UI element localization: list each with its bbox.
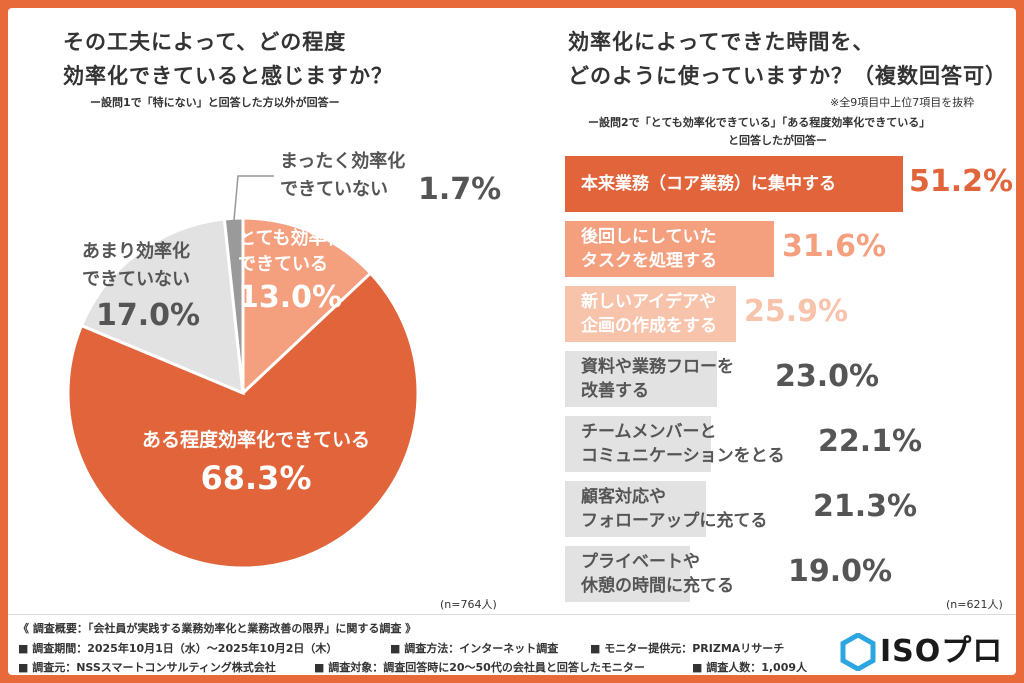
pie-value-none: 1.7% bbox=[418, 172, 502, 207]
bar-5 bbox=[565, 416, 711, 472]
pie-slice-some bbox=[66, 271, 420, 570]
bar-1 bbox=[565, 156, 903, 212]
pie-label-very-line1: とても効率化 bbox=[238, 228, 345, 249]
footer-target: ■ 調査対象：調査回答時に20〜50代の会社員と回答したモニター bbox=[314, 661, 645, 674]
bar-6 bbox=[565, 481, 706, 537]
pie-value-some: 68.3% bbox=[200, 459, 312, 497]
left-n-label: (n=764人) bbox=[440, 598, 497, 611]
footer-source: ■ 調査元：NSSスマートコンサルティング株式会社 bbox=[18, 661, 276, 674]
pie-label-rarely-line2: できていない bbox=[82, 269, 190, 290]
pie-label-none-line2: できていない bbox=[280, 179, 388, 200]
bar-2 bbox=[565, 221, 774, 277]
bar-3 bbox=[565, 286, 736, 342]
infographic-frame: その工夫によって、どの程度 効率化できていると感じますか？ ー設問1で「特にない… bbox=[8, 8, 1016, 675]
right-title-line1: 効率化によってできた時間を、 bbox=[568, 30, 875, 54]
pie-chart bbox=[66, 175, 420, 570]
footer-method: ■ 調査方法：インターネット調査 bbox=[390, 642, 559, 655]
bar-value-7: 19.0% bbox=[788, 554, 893, 589]
footer-count: ■ 調査人数：1,009人 bbox=[692, 661, 808, 674]
pie-slice-very bbox=[241, 216, 373, 397]
pie-label-some: ある程度効率化できている 68.3% bbox=[116, 426, 396, 502]
right-subnote-line2: と回答したが回答ー bbox=[728, 134, 827, 147]
hexagon-logo-icon bbox=[840, 633, 876, 671]
bar-4 bbox=[565, 351, 717, 407]
bar-value-4: 23.0% bbox=[775, 359, 880, 394]
left-title-line2: 効率化できていると感じますか？ bbox=[63, 64, 393, 88]
bar-7 bbox=[565, 546, 690, 602]
logo-text: ISOプロ bbox=[880, 634, 1004, 669]
pie-label-none-line1: まったく効率化 bbox=[280, 151, 406, 172]
pie-label-none: まったく効率化 できていない bbox=[280, 148, 405, 204]
bar-label-4: 資料や業務フローを 改善する bbox=[581, 357, 734, 401]
pie-value-rarely: 17.0% bbox=[96, 298, 201, 333]
pie-value-very: 13.0% bbox=[238, 280, 343, 315]
bar-value-3: 25.9% bbox=[744, 294, 849, 329]
pie-label-rarely-line1: あまり効率化 bbox=[82, 241, 190, 262]
bar-value-2: 31.6% bbox=[782, 229, 887, 264]
pie-label-very-line2: できている bbox=[238, 254, 328, 275]
left-title-line1: その工夫によって、どの程度 bbox=[63, 30, 347, 54]
footer-divider bbox=[8, 614, 1016, 615]
footer-period: ■ 調査期間：2025年10月1日（水）〜2025年10月2日（木） bbox=[18, 642, 338, 655]
pie-label-very: とても効率化 できている 13.0% bbox=[238, 226, 345, 318]
bar-value-5: 22.1% bbox=[818, 424, 923, 459]
bar-label-7: プライベートや 休憩の時間に充てる bbox=[581, 552, 734, 596]
bar-label-6: 顧客対応や フォローアップに充てる bbox=[581, 487, 768, 531]
right-n-label: (n=621人) bbox=[946, 598, 1003, 611]
pie-leader-line bbox=[233, 175, 274, 221]
pie-label-rarely: あまり効率化 できていない 17.0% bbox=[82, 238, 200, 338]
right-note-top: ※全9項目中上位7項目を抜粋 bbox=[830, 96, 975, 109]
isopro-logo: ISOプロ bbox=[840, 632, 1010, 672]
bar-value-6: 21.3% bbox=[813, 489, 918, 524]
bar-label-1: 本来業務（コア業務）に集中する bbox=[581, 174, 836, 194]
bar-label-5: チームメンバーと コミュニケーションをとる bbox=[581, 422, 785, 466]
footer-provider: ■ モニター提供元：PRIZMAリサーチ bbox=[590, 642, 785, 655]
footer-survey-title: 《 調査概要：「会社員が実践する業務効率化と業務改善の限界」に関する調査 》 bbox=[18, 622, 417, 635]
pie-slice-rarely bbox=[79, 217, 245, 396]
left-subnote: ー設問1で「特にない」と回答した方以外が回答ー bbox=[90, 96, 340, 109]
right-subnote-line1: ー設問2で「とても効率化できている」「ある程度効率化できている」 bbox=[588, 116, 931, 129]
bar-label-2: 後回しにしていた タスクを処理する bbox=[581, 227, 717, 271]
right-title-line2: どのように使っていますか？（複数回答可） bbox=[568, 64, 1007, 88]
bar-value-1: 51.2% bbox=[909, 164, 1014, 199]
bar-label-3: 新しいアイデアや 企画の作成をする bbox=[581, 292, 717, 336]
pie-label-some-line1: ある程度効率化できている bbox=[141, 429, 370, 451]
